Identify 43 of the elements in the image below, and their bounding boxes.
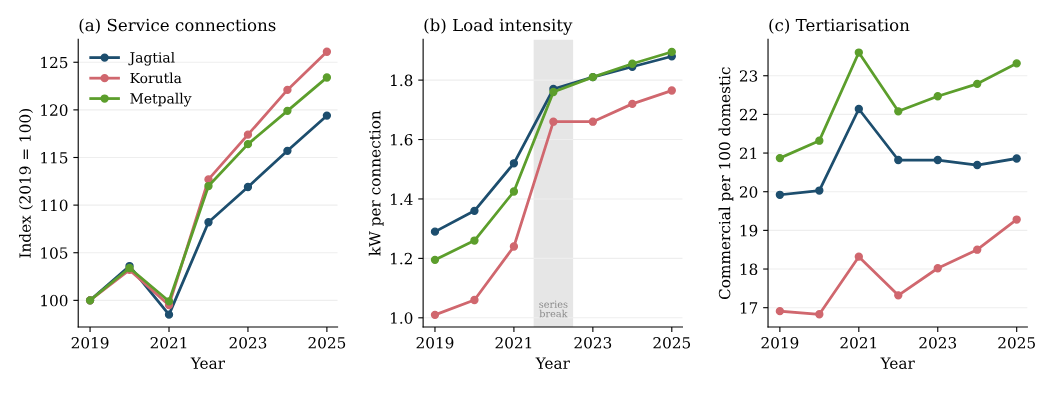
- y-tick-label: 21: [739, 147, 757, 159]
- y-tick-label: 125: [41, 56, 68, 69]
- y-tick-label: 22: [739, 108, 757, 121]
- x-tick-label: 2021: [840, 337, 877, 349]
- y-tick-label: 120: [41, 104, 68, 116]
- chart-title: (b) Load intensity: [424, 18, 573, 35]
- y-tick-label: 1.8: [390, 74, 413, 87]
- x-axis-title: Year: [190, 357, 225, 369]
- x-tick-label: 2023: [229, 337, 267, 349]
- y-tick-label: 18: [740, 263, 758, 276]
- y-tick-label: 1.4: [390, 193, 413, 205]
- x-tick-label: 2021: [495, 337, 532, 349]
- chart-title: (a) Service connections: [79, 18, 276, 34]
- x-tick-label: 2023: [574, 337, 612, 349]
- y-axis-title: kW per connection: [368, 110, 384, 256]
- y-tick-label: 105: [41, 247, 68, 259]
- y-axis-title: Commercial per 100 domestic: [718, 67, 734, 300]
- x-tick-label: 2019: [71, 337, 109, 349]
- x-tick-label: 2019: [416, 337, 454, 349]
- band-label: series break: [539, 300, 568, 318]
- x-tick-label: 2025: [308, 337, 346, 349]
- y-tick-label: 100: [41, 294, 68, 307]
- legend-label: Korutla: [130, 72, 182, 84]
- legend-label: Metpally: [130, 92, 192, 107]
- x-axis-title: Year: [880, 357, 915, 369]
- x-tick-label: 2021: [150, 337, 187, 349]
- y-axis-title: Index (2019 = 100): [19, 109, 33, 258]
- x-axis-title: Year: [535, 357, 570, 369]
- y-tick-label: 17: [740, 302, 758, 314]
- x-tick-label: 2019: [761, 337, 799, 349]
- y-tick-label: 20: [739, 186, 758, 198]
- y-tick-label: 1.2: [390, 252, 412, 265]
- y-tick-label: 110: [41, 199, 68, 212]
- y-tick-label: 115: [41, 151, 68, 164]
- x-tick-label: 2025: [653, 337, 691, 349]
- y-tick-label: 19: [740, 224, 758, 237]
- x-tick-label: 2023: [919, 337, 957, 349]
- legend-label: Jagtial: [128, 51, 175, 66]
- y-tick-label: 1.0: [390, 312, 413, 324]
- y-tick-label: 1.6: [390, 134, 413, 146]
- y-tick-label: 23: [739, 70, 758, 82]
- chart-title: (c) Tertiarisation: [769, 18, 910, 34]
- x-tick-label: 2025: [998, 337, 1035, 349]
